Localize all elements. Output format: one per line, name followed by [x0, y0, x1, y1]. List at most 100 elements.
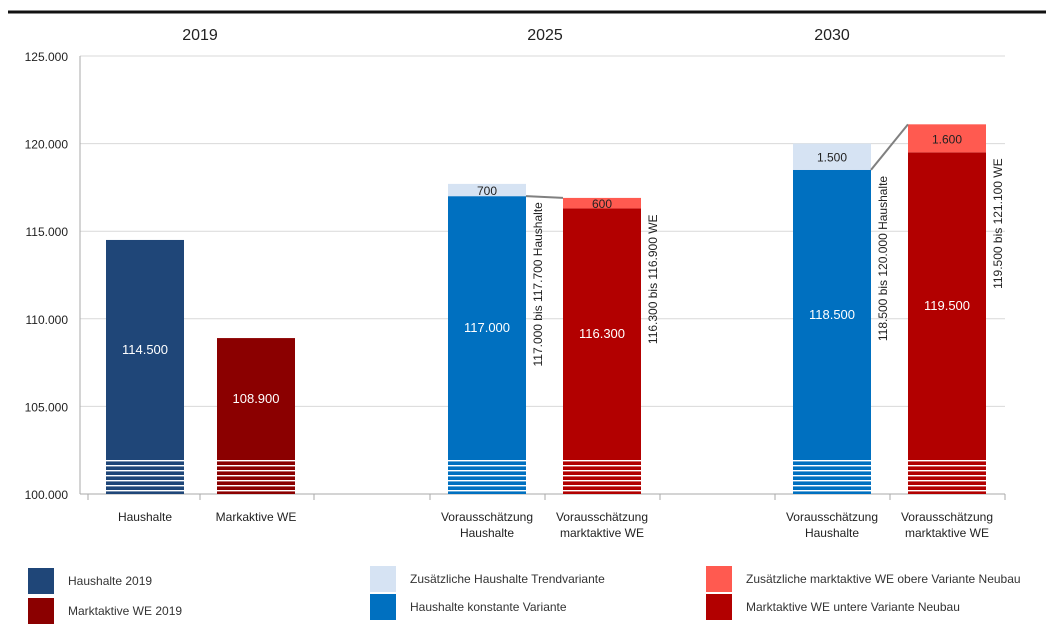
legend-swatch — [370, 594, 396, 620]
range-label: 117.000 bis 117.700 Haushalte — [531, 202, 545, 367]
bar-5: 119.500 1.600 119.500 bis 121.100 WE Voraus… — [901, 124, 1005, 540]
bar-base — [106, 239, 184, 494]
legend-item-marktaktive-we-2019: Marktaktive WE 2019 — [28, 598, 182, 624]
axis-break-stripe — [448, 490, 526, 492]
bar-value-label: 108.900 — [233, 391, 280, 406]
legend-item-haushalte-konstant: Haushalte konstante Variante — [370, 594, 567, 620]
axis-break-stripe — [448, 475, 526, 477]
legend-swatch — [28, 598, 54, 624]
axis-break-stripe — [106, 460, 184, 462]
x-category-label-line: Haushalte — [460, 526, 514, 540]
x-category-label-line: Vorausschätzung — [441, 510, 533, 524]
bar-additional-label: 700 — [477, 184, 497, 198]
legend-item-zusaetzliche-we: Zusätzliche marktaktive WE obere Variant… — [706, 566, 1021, 592]
axis-break-stripe — [448, 480, 526, 482]
x-category-label-line: Markaktive WE — [216, 510, 297, 524]
bar-value-label: 119.500 — [924, 298, 970, 313]
legend-label: Zusätzliche marktaktive WE obere Variant… — [746, 572, 1021, 586]
bar-base — [217, 338, 295, 494]
y-tick-label: 100.000 — [25, 488, 69, 502]
axis-break-stripe — [563, 460, 641, 462]
x-category-label-line: marktaktive WE — [560, 526, 644, 540]
axis-break-stripe — [106, 470, 184, 472]
legend-item-marktaktive-we-untere: Marktaktive WE untere Variante Neubau — [706, 594, 960, 620]
axis-break-stripe — [217, 465, 295, 467]
axis-break-stripe — [908, 470, 986, 472]
y-tick-label: 120.000 — [25, 138, 69, 152]
axis-break-stripe — [563, 485, 641, 487]
range-label: 118.500 bis 120.000 Haushalte — [876, 176, 890, 342]
axis-break-stripe — [106, 465, 184, 467]
x-category-label-line: marktaktive WE — [905, 526, 989, 540]
axis-break-stripe — [908, 475, 986, 477]
axis-break-stripe — [448, 460, 526, 462]
axis-break-stripe — [793, 485, 871, 487]
group-label-2025: 2025 — [527, 27, 563, 44]
range-label: 116.300 bis 116.900 WE — [646, 214, 660, 344]
x-category-label: Vorausschätzung Haushalte — [441, 510, 533, 540]
legend-label: Haushalte konstante Variante — [410, 600, 567, 614]
range-label: 119.500 bis 121.100 WE — [991, 158, 1005, 289]
axis-break-stripe — [106, 490, 184, 492]
axis-break-stripe — [563, 475, 641, 477]
axis-break-stripe — [106, 485, 184, 487]
axis-break-stripe — [217, 485, 295, 487]
axis-break-stripe — [793, 480, 871, 482]
legend-swatch — [370, 566, 396, 592]
axis-break-stripe — [908, 460, 986, 462]
bar-1: 108.900 Markaktive WE — [216, 338, 297, 524]
axis-break-stripe — [106, 480, 184, 482]
bar-additional — [793, 143, 871, 170]
connector-line — [870, 123, 909, 171]
axis-break-stripe — [793, 475, 871, 477]
axis-break-stripe — [563, 465, 641, 467]
axis-break-stripe — [448, 470, 526, 472]
bar-additional-label: 600 — [592, 197, 612, 211]
bar-value-label: 116.300 — [579, 326, 625, 341]
y-tick-label: 125.000 — [25, 50, 69, 64]
connector-line — [525, 195, 564, 199]
legend-swatch — [706, 594, 732, 620]
axis-break-stripe — [217, 490, 295, 492]
bar-base — [563, 208, 641, 494]
axis-break-stripe — [217, 475, 295, 477]
axis-break-stripe — [908, 490, 986, 492]
y-tick-label: 110.000 — [26, 313, 69, 327]
axis-break-stripe — [217, 460, 295, 462]
axis-break-stripe — [448, 485, 526, 487]
y-tick-label: 105.000 — [25, 400, 69, 414]
legend-item-zusaetzliche-haushalte: Zusätzliche Haushalte Trendvariante — [370, 566, 605, 592]
bar-base — [448, 196, 526, 494]
bar-value-label: 114.500 — [122, 342, 168, 357]
axis-break-stripe — [563, 480, 641, 482]
bar-0: 114.500 Haushalte — [106, 239, 184, 524]
chart: 100.000 105.000 110.000 115.000 120.000 125.0… — [8, 10, 1046, 540]
axis-break-stripe — [217, 470, 295, 472]
legend-swatch — [28, 568, 54, 594]
legend-label: Haushalte 2019 — [68, 574, 153, 588]
x-category-label: Vorausschätzung marktaktive WE — [556, 510, 648, 540]
axis-break-stripe — [793, 465, 871, 467]
bar-2: 117.000 700 117.000 bis 117.700 Haushalte V… — [441, 183, 545, 540]
bar-value-label: 118.500 — [809, 307, 855, 322]
x-category-label-line: Vorausschätzung — [901, 510, 993, 524]
x-category-label-line: Vorausschätzung — [786, 510, 878, 524]
axis-break-stripe — [448, 465, 526, 467]
axis-break-stripe — [908, 485, 986, 487]
legend-item-haushalte-2019: Haushalte 2019 — [28, 568, 152, 594]
bar-3: 116.300 600 116.300 bis 116.900 WE Voraussc… — [556, 197, 660, 540]
group-label-2019: 2019 — [182, 27, 218, 44]
x-category-label-line: Vorausschätzung — [556, 510, 648, 524]
axis-break-stripe — [563, 490, 641, 492]
bar-additional-label: 1.600 — [932, 132, 962, 146]
bar-additional — [908, 124, 986, 153]
axis-break-stripe — [908, 465, 986, 467]
axis-break-stripe — [793, 490, 871, 492]
axis-break-stripe — [563, 470, 641, 472]
x-category-label-line: Haushalte — [118, 510, 172, 524]
legend-label: Zusätzliche Haushalte Trendvariante — [410, 572, 605, 586]
bar-additional — [563, 197, 641, 209]
bar-additional — [448, 183, 526, 197]
axis-break-stripe — [217, 480, 295, 482]
x-category-label: Markaktive WE — [216, 510, 297, 524]
